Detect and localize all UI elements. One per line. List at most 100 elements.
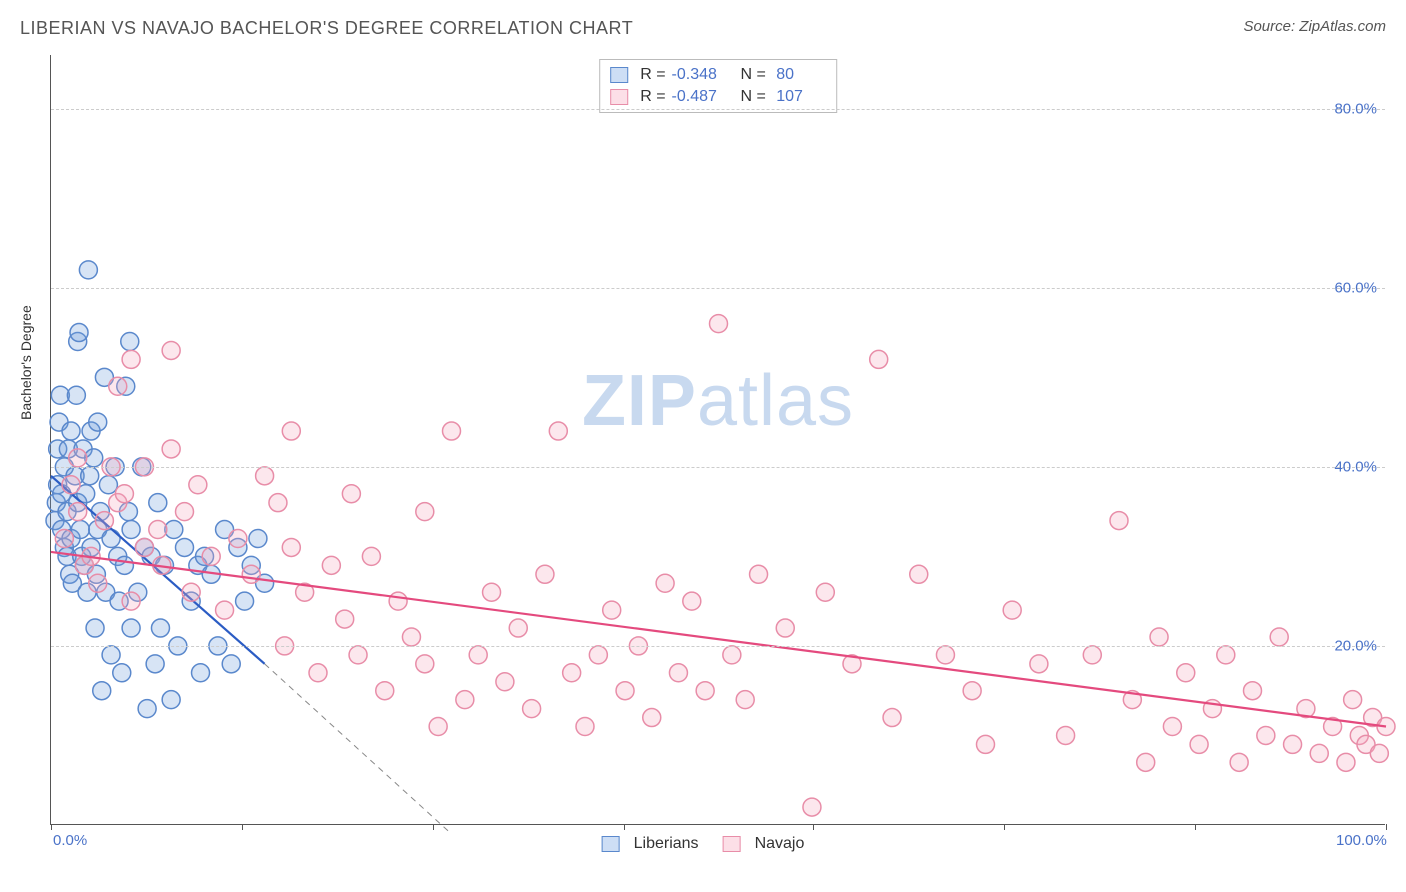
data-point bbox=[81, 467, 99, 485]
gridline bbox=[51, 467, 1385, 468]
data-point bbox=[1310, 744, 1328, 762]
data-point bbox=[910, 565, 928, 583]
data-point bbox=[236, 592, 254, 610]
data-point bbox=[135, 538, 153, 556]
data-point bbox=[149, 521, 167, 539]
data-point bbox=[1337, 753, 1355, 771]
data-point bbox=[483, 583, 501, 601]
data-point bbox=[122, 350, 140, 368]
data-point bbox=[1190, 735, 1208, 753]
data-point bbox=[109, 377, 127, 395]
chart-title: LIBERIAN VS NAVAJO BACHELOR'S DEGREE COR… bbox=[20, 18, 633, 38]
data-point bbox=[138, 700, 156, 718]
data-point bbox=[1110, 512, 1128, 530]
data-point bbox=[349, 646, 367, 664]
y-tick-label: 20.0% bbox=[1334, 637, 1377, 654]
data-point bbox=[86, 619, 104, 637]
data-point bbox=[176, 503, 194, 521]
data-point bbox=[683, 592, 701, 610]
stats-row: R = -0.348 N = 80 bbox=[610, 64, 826, 86]
y-tick-label: 40.0% bbox=[1334, 458, 1377, 475]
data-point bbox=[115, 485, 133, 503]
stat-r-label: R = bbox=[640, 64, 665, 86]
stats-row: R = -0.487 N = 107 bbox=[610, 86, 826, 108]
gridline bbox=[51, 646, 1385, 647]
data-point bbox=[416, 655, 434, 673]
data-point bbox=[1284, 735, 1302, 753]
data-point bbox=[776, 619, 794, 637]
data-point bbox=[656, 574, 674, 592]
data-point bbox=[242, 565, 260, 583]
stat-r-label: R = bbox=[640, 86, 665, 108]
data-point bbox=[146, 655, 164, 673]
data-point bbox=[229, 529, 247, 547]
x-tick bbox=[813, 824, 814, 830]
x-tick bbox=[242, 824, 243, 830]
data-point bbox=[79, 261, 97, 279]
data-point bbox=[102, 646, 120, 664]
data-point bbox=[282, 538, 300, 556]
data-point bbox=[121, 333, 139, 351]
data-point bbox=[1083, 646, 1101, 664]
data-point bbox=[122, 619, 140, 637]
data-point bbox=[99, 476, 117, 494]
data-point bbox=[509, 619, 527, 637]
data-point bbox=[1244, 682, 1262, 700]
data-point bbox=[1057, 726, 1075, 744]
data-point bbox=[113, 664, 131, 682]
data-point bbox=[1270, 628, 1288, 646]
x-tick-label: 0.0% bbox=[53, 832, 87, 849]
data-point bbox=[1003, 601, 1021, 619]
data-point bbox=[162, 341, 180, 359]
data-point bbox=[429, 718, 447, 736]
x-tick bbox=[1386, 824, 1387, 830]
data-point bbox=[603, 601, 621, 619]
data-point bbox=[1344, 691, 1362, 709]
data-point bbox=[563, 664, 581, 682]
data-point bbox=[151, 619, 169, 637]
data-point bbox=[803, 798, 821, 816]
data-point bbox=[616, 682, 634, 700]
x-tick bbox=[1004, 824, 1005, 830]
stat-r-value: -0.487 bbox=[672, 86, 726, 108]
data-point bbox=[89, 574, 107, 592]
data-point bbox=[336, 610, 354, 628]
data-point bbox=[309, 664, 327, 682]
data-point bbox=[1370, 744, 1388, 762]
data-point bbox=[936, 646, 954, 664]
data-point bbox=[249, 529, 267, 547]
data-point bbox=[256, 467, 274, 485]
data-point bbox=[342, 485, 360, 503]
data-point bbox=[883, 709, 901, 727]
data-point bbox=[122, 521, 140, 539]
data-point bbox=[67, 386, 85, 404]
data-point bbox=[362, 547, 380, 565]
trend-line-extrapolated bbox=[265, 664, 452, 834]
legend: LiberiansNavajo bbox=[602, 835, 805, 853]
series-swatch bbox=[610, 67, 628, 83]
data-point bbox=[389, 592, 407, 610]
data-point bbox=[269, 494, 287, 512]
data-point bbox=[1137, 753, 1155, 771]
x-tick bbox=[433, 824, 434, 830]
stat-n-value: 107 bbox=[772, 86, 826, 108]
data-point bbox=[162, 440, 180, 458]
stat-n-value: 80 bbox=[772, 64, 826, 86]
x-tick bbox=[624, 824, 625, 830]
gridline bbox=[51, 288, 1385, 289]
data-point bbox=[696, 682, 714, 700]
data-point bbox=[576, 718, 594, 736]
data-point bbox=[963, 682, 981, 700]
data-point bbox=[1217, 646, 1235, 664]
x-tick bbox=[1195, 824, 1196, 830]
legend-item: Liberians bbox=[602, 835, 699, 853]
data-point bbox=[189, 476, 207, 494]
x-tick bbox=[51, 824, 52, 830]
data-point bbox=[71, 521, 89, 539]
data-point bbox=[736, 691, 754, 709]
data-point bbox=[376, 682, 394, 700]
scatter-svg bbox=[51, 55, 1385, 824]
source-label: Source: ZipAtlas.com bbox=[1243, 18, 1386, 35]
data-point bbox=[496, 673, 514, 691]
data-point bbox=[70, 324, 88, 342]
